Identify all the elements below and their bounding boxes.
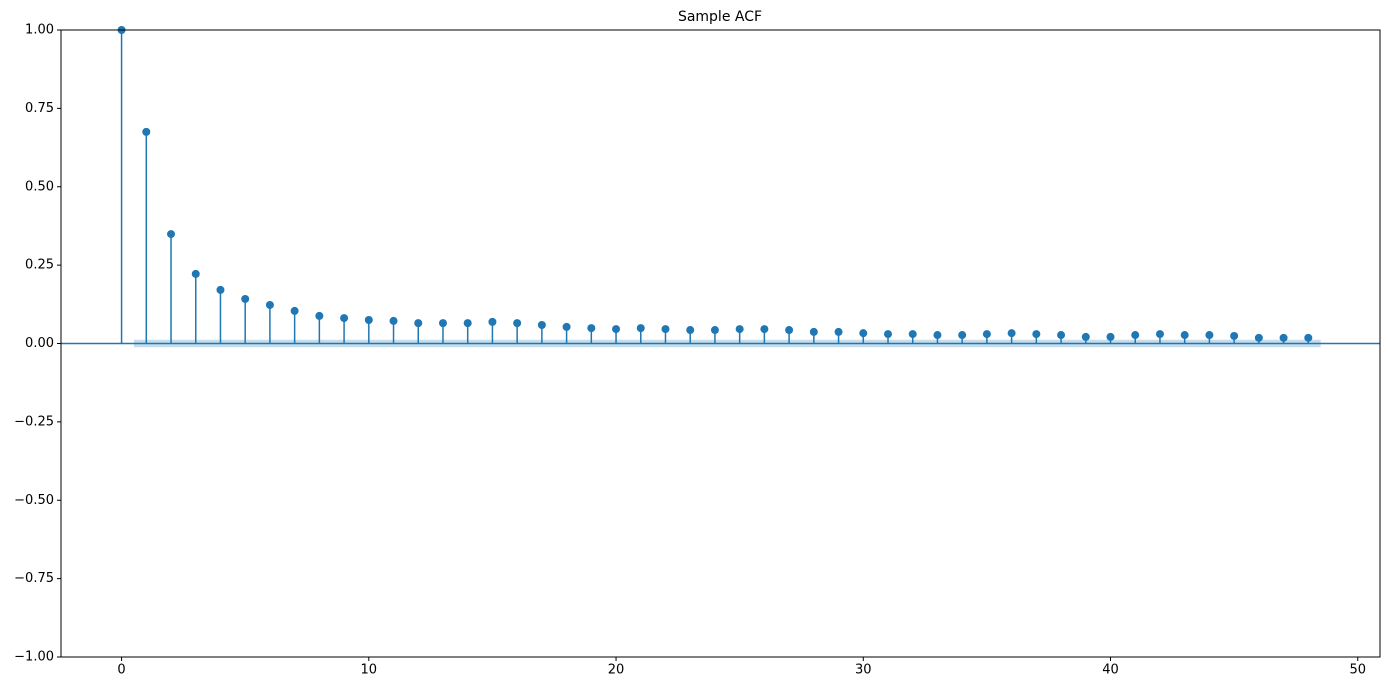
y-tick-label: 1.00 <box>25 23 54 38</box>
stem-marker <box>785 326 794 335</box>
chart-title: Sample ACF <box>678 9 762 25</box>
stem-marker <box>1106 332 1115 341</box>
stem-marker <box>438 319 447 328</box>
x-tick-label: 10 <box>361 663 378 678</box>
stem-marker <box>1230 331 1239 340</box>
stem-marker <box>241 294 250 303</box>
stem-marker <box>537 321 546 330</box>
stem-marker <box>265 300 274 309</box>
stem-marker <box>562 322 571 331</box>
stem-marker <box>1081 332 1090 341</box>
stem-marker <box>1131 331 1140 340</box>
stem-marker <box>1205 331 1214 340</box>
stem-marker <box>1007 329 1016 338</box>
stem-marker <box>142 127 151 136</box>
stem-marker <box>933 331 942 340</box>
stem-marker <box>340 314 349 323</box>
stem-marker <box>1032 330 1041 339</box>
stem-marker <box>834 327 843 336</box>
stem-marker <box>982 330 991 339</box>
stem-marker <box>809 327 818 336</box>
stem-marker <box>735 325 744 334</box>
stem-marker <box>167 230 176 239</box>
stem-marker <box>389 316 398 325</box>
x-tick-label: 40 <box>1102 663 1119 678</box>
stem-marker <box>612 325 621 334</box>
stem-marker <box>315 311 324 320</box>
stem-marker <box>1057 331 1066 340</box>
stem-marker <box>587 324 596 333</box>
x-tick-label: 50 <box>1349 663 1366 678</box>
x-tick-label: 20 <box>608 663 625 678</box>
stem-marker <box>216 285 225 294</box>
y-tick-label: 0.50 <box>25 179 54 194</box>
stem-marker <box>760 325 769 334</box>
stem-marker <box>290 306 299 315</box>
stem-marker <box>414 319 423 328</box>
x-tick-label: 0 <box>117 663 125 678</box>
stem-marker <box>463 319 472 328</box>
stem-marker <box>884 330 893 339</box>
stem-marker <box>859 329 868 338</box>
y-tick-label: 0.75 <box>25 101 54 116</box>
y-tick-label: −1.00 <box>14 650 54 665</box>
stem-marker <box>1304 333 1313 342</box>
stem-marker <box>488 317 497 326</box>
stem-marker <box>1180 331 1189 340</box>
stem-marker <box>958 331 967 340</box>
y-tick-label: 0.00 <box>25 336 54 351</box>
stem-marker <box>710 326 719 335</box>
y-tick-label: −0.50 <box>14 493 54 508</box>
x-tick-label: 30 <box>855 663 872 678</box>
stem-marker <box>686 326 695 335</box>
stem-marker <box>1155 330 1164 339</box>
stem-marker <box>513 319 522 328</box>
stem-marker <box>661 325 670 334</box>
y-tick-label: −0.25 <box>14 414 54 429</box>
stem-marker <box>364 315 373 324</box>
stem-marker <box>1279 333 1288 342</box>
stem-marker <box>1254 333 1263 342</box>
y-tick-label: −0.75 <box>14 571 54 586</box>
stem-marker <box>636 324 645 333</box>
stem-marker <box>191 269 200 278</box>
y-tick-label: 0.25 <box>25 258 54 273</box>
stem-marker <box>908 330 917 339</box>
